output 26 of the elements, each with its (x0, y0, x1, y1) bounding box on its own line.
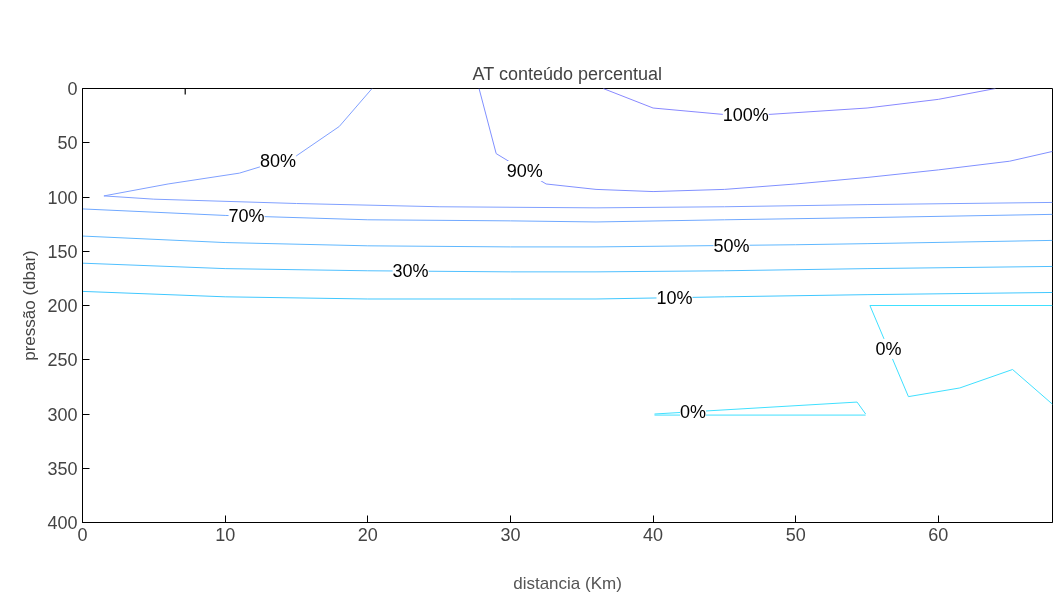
y-tick-label: 350 (47, 458, 78, 479)
x-tick-label: 60 (928, 524, 949, 545)
annotation: 0% (875, 338, 902, 359)
annotation: 30% (392, 260, 429, 281)
x-tick-label: 20 (357, 524, 378, 545)
y-tick-label: 100 (47, 187, 78, 208)
x-tick-label: 40 (643, 524, 664, 545)
y-tick-label: 300 (47, 404, 78, 425)
y-tick-label: 250 (47, 350, 78, 371)
annotation: 50% (713, 235, 750, 256)
y-tick-label: 150 (47, 241, 78, 262)
y-tick-label: 400 (47, 513, 78, 533)
x-tick-label: 50 (785, 524, 806, 545)
x-axis-title: distancia (Km) (513, 573, 622, 593)
y-tick-label: 50 (57, 133, 78, 154)
annotation: 80% (259, 151, 296, 172)
annotation: 100% (722, 104, 769, 125)
annotation: 90% (506, 160, 543, 181)
x-tick-label: 10 (215, 524, 236, 545)
annotation: 70% (228, 205, 265, 226)
y-tick-label: 200 (47, 296, 78, 316)
annotation: 10% (656, 287, 693, 308)
y-tick-label: 0 (67, 79, 78, 99)
y-axis-title: pressão (dbar) (20, 250, 40, 361)
chart-title: AT conteúdo percentual (472, 63, 663, 84)
x-tick-label: 30 (500, 524, 521, 545)
